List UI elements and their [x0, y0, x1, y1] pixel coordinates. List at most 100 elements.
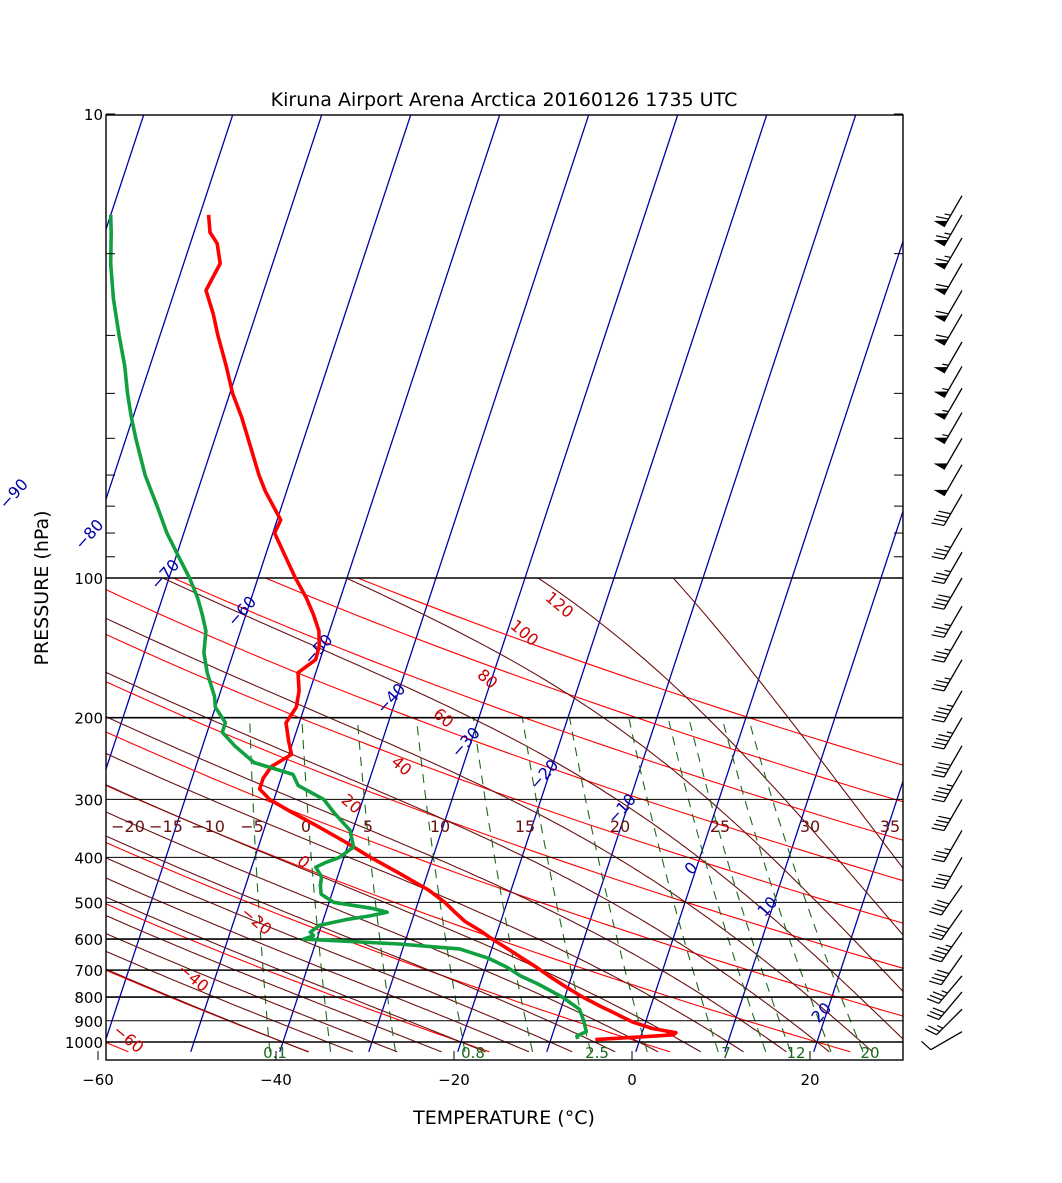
dry-adiabat-line	[0, 578, 489, 1052]
wind-barb	[932, 746, 962, 777]
wind-barb-feather	[936, 549, 948, 552]
chart-title: Kiruna Airport Arena Arctica 20160126 17…	[271, 89, 738, 111]
moist-adiabat-label: −5	[240, 817, 264, 836]
wind-barb-feather	[934, 519, 946, 522]
wind-barb-feather	[938, 816, 950, 819]
wind-barb-feather	[938, 787, 950, 790]
wind-barb-feather	[936, 712, 948, 715]
wind-barb-feather	[932, 828, 944, 831]
wind-barb-feather	[929, 981, 941, 985]
wind-barb-staff	[944, 465, 962, 496]
wind-barb-half-feather	[942, 389, 948, 390]
wind-barb-feather	[934, 855, 946, 858]
wind-barb-feather	[930, 995, 942, 1000]
dry-adiabat-line	[0, 578, 1031, 1052]
wind-barb-feather	[932, 719, 944, 722]
wind-barb-feather	[927, 1015, 939, 1020]
wind-barb-feather	[929, 958, 941, 962]
wind-barb-feather	[936, 284, 948, 287]
x-tick-label: 20	[800, 1071, 819, 1089]
wind-barb-feather	[936, 767, 948, 770]
x-axis-label: TEMPERATURE (°C)	[412, 1107, 595, 1129]
wind-barb-flag	[934, 392, 948, 398]
wind-barb-feather	[932, 523, 944, 526]
wind-barb-feather	[929, 911, 941, 915]
wind-barb-feather	[938, 735, 950, 738]
wind-barb-feather	[936, 681, 948, 684]
wind-barb-staff	[944, 528, 962, 559]
background-line-labels: −160−150−140−130−120−110−100−90−80−70−60…	[0, 141, 900, 1062]
isotherm-line	[636, 114, 945, 1052]
wind-barb-feather	[932, 977, 944, 981]
wind-barb-feather	[936, 820, 948, 823]
wind-barb	[934, 465, 962, 496]
wind-barb-feather	[932, 660, 944, 663]
wind-barb	[932, 799, 962, 830]
wind-barb-half-feather	[942, 410, 948, 411]
dry-adiabat-label: 20	[338, 790, 366, 818]
wind-barb-feather	[937, 900, 949, 904]
wind-barb-feather	[934, 795, 946, 798]
wind-barb-feather	[932, 557, 944, 560]
wind-barb-feather	[934, 904, 946, 908]
moist-adiabat-label: −10	[191, 817, 225, 836]
mixing-ratio-line	[473, 718, 532, 1052]
y-tick-label: 500	[74, 894, 103, 912]
dry-adiabat-label: −20	[237, 903, 275, 939]
wind-barb-feather	[936, 259, 948, 262]
wind-barb-staff	[944, 799, 962, 830]
pressure-lines	[106, 578, 903, 1042]
wind-barb	[934, 438, 962, 469]
mixing-ratio-line	[302, 718, 331, 1052]
wind-barb-feather	[934, 684, 946, 687]
wind-barb	[934, 314, 962, 345]
isotherm-label: −90	[0, 475, 32, 513]
y-tick-label: 400	[74, 849, 103, 867]
wind-barb-feather	[932, 581, 944, 584]
wind-barb	[932, 578, 962, 609]
dry-adiabat-label: 40	[388, 752, 416, 780]
wind-barb-staff	[941, 910, 962, 939]
y-tick-label: 900	[74, 1013, 103, 1031]
wind-barb-half-feather	[947, 785, 953, 786]
wind-barb-staff	[944, 746, 962, 777]
wind-barb-feather	[934, 882, 946, 885]
wind-barb-feather	[929, 936, 941, 940]
wind-barb-half-feather	[945, 649, 951, 650]
isotherm-label: −80	[71, 515, 108, 553]
moist-adiabat-label: 20	[610, 817, 630, 836]
wind-barb-half-feather	[945, 849, 951, 850]
moist-adiabats	[0, 578, 1048, 1052]
isotherm-line	[369, 114, 678, 1052]
wind-barb-feather	[936, 217, 948, 220]
wind-barb-flag	[934, 289, 948, 295]
moist-adiabat-label: −15	[149, 817, 183, 836]
wind-barb-feather	[934, 656, 946, 659]
wind-barb-staff	[944, 196, 962, 227]
wind-barb-flag	[934, 221, 948, 227]
axis-ticks: 101002003004005006007008009001000−60−40−…	[65, 106, 903, 1089]
moist-adiabat-label: 15	[515, 817, 535, 836]
y-tick-label: 700	[74, 962, 103, 980]
wind-barb-flag	[934, 413, 948, 419]
wind-barb-feather	[933, 1008, 945, 1013]
dry-adiabat-label: −60	[109, 1021, 147, 1057]
wind-barb-feather	[932, 886, 944, 889]
wind-barb-half-feather	[945, 233, 951, 234]
wind-barb-feather	[936, 573, 948, 576]
isotherm-label: −70	[147, 555, 184, 593]
x-tick-label: −40	[260, 1071, 292, 1089]
wind-barb-feather	[932, 954, 944, 958]
wind-barb-feather	[934, 951, 946, 955]
wind-barb-feather	[936, 878, 948, 881]
wind-barb-feather	[934, 771, 946, 774]
wind-barb-feather	[927, 999, 939, 1004]
wind-barb-feather	[936, 739, 948, 742]
isotherm-label: 20	[808, 999, 836, 1027]
moist-adiabat-label: 25	[710, 817, 730, 836]
wind-barb-feather	[936, 791, 948, 794]
isotherm-line	[280, 114, 589, 1052]
y-tick-label: 10	[84, 106, 103, 124]
wind-barb-feather	[938, 511, 950, 514]
wind-barb	[932, 691, 962, 722]
